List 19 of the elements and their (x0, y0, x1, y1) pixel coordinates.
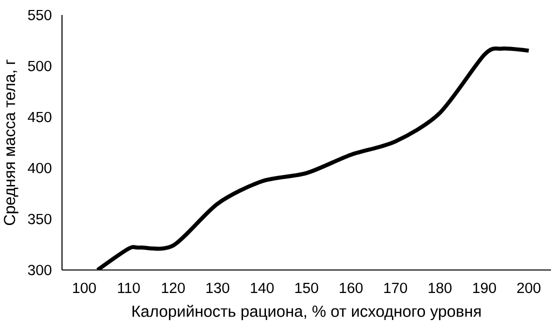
y-tick-label: 300 (28, 264, 52, 276)
y-tick-label: 400 (28, 162, 52, 174)
y-axis-title: Средняя масса тела, г (4, 60, 18, 226)
y-tick-label: 450 (28, 112, 52, 122)
y-tick-label: 550 (28, 10, 52, 20)
y-tick-label: 350 (28, 214, 52, 224)
x-tick-label: 190 (473, 282, 496, 294)
x-tick-label: 140 (250, 282, 274, 294)
x-tick-label: 170 (384, 282, 408, 294)
x-tick-label: 120 (162, 282, 185, 294)
x-tick-label: 150 (295, 282, 318, 294)
x-tick-label: 200 (517, 282, 540, 294)
x-tick-label: 180 (428, 282, 452, 294)
x-tick-label: 110 (118, 282, 140, 294)
x-axis-title: Калорийность рациона, % от исходного уровня (132, 304, 481, 320)
x-tick-label: 100 (73, 282, 96, 294)
x-tick-label: 130 (206, 282, 230, 294)
x-tick-label: 160 (340, 282, 363, 294)
y-tick-label: 500 (28, 60, 52, 72)
